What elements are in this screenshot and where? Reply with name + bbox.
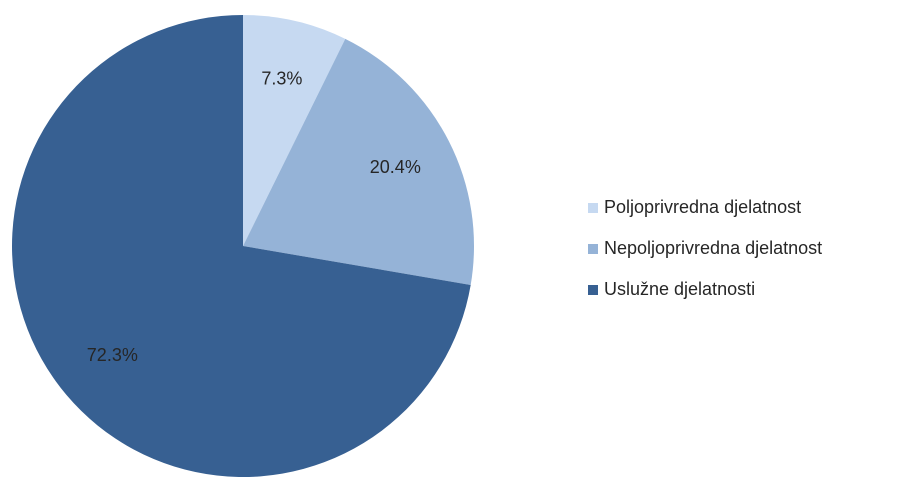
data-label: 7.3% bbox=[261, 68, 302, 88]
pie-slice bbox=[243, 38, 474, 286]
legend-swatch bbox=[588, 203, 598, 213]
pie-slice bbox=[12, 15, 471, 478]
pie-slice bbox=[243, 15, 346, 246]
data-label: 20.4% bbox=[370, 157, 421, 177]
legend-label: Uslužne djelatnosti bbox=[604, 279, 755, 299]
legend-label: Nepoljoprivredna djelatnost bbox=[604, 238, 822, 258]
legend-label: Poljoprivredna djelatnost bbox=[604, 197, 801, 217]
data-label: 72.3% bbox=[87, 345, 138, 365]
legend-swatch bbox=[588, 244, 598, 254]
legend-swatch bbox=[588, 285, 598, 295]
